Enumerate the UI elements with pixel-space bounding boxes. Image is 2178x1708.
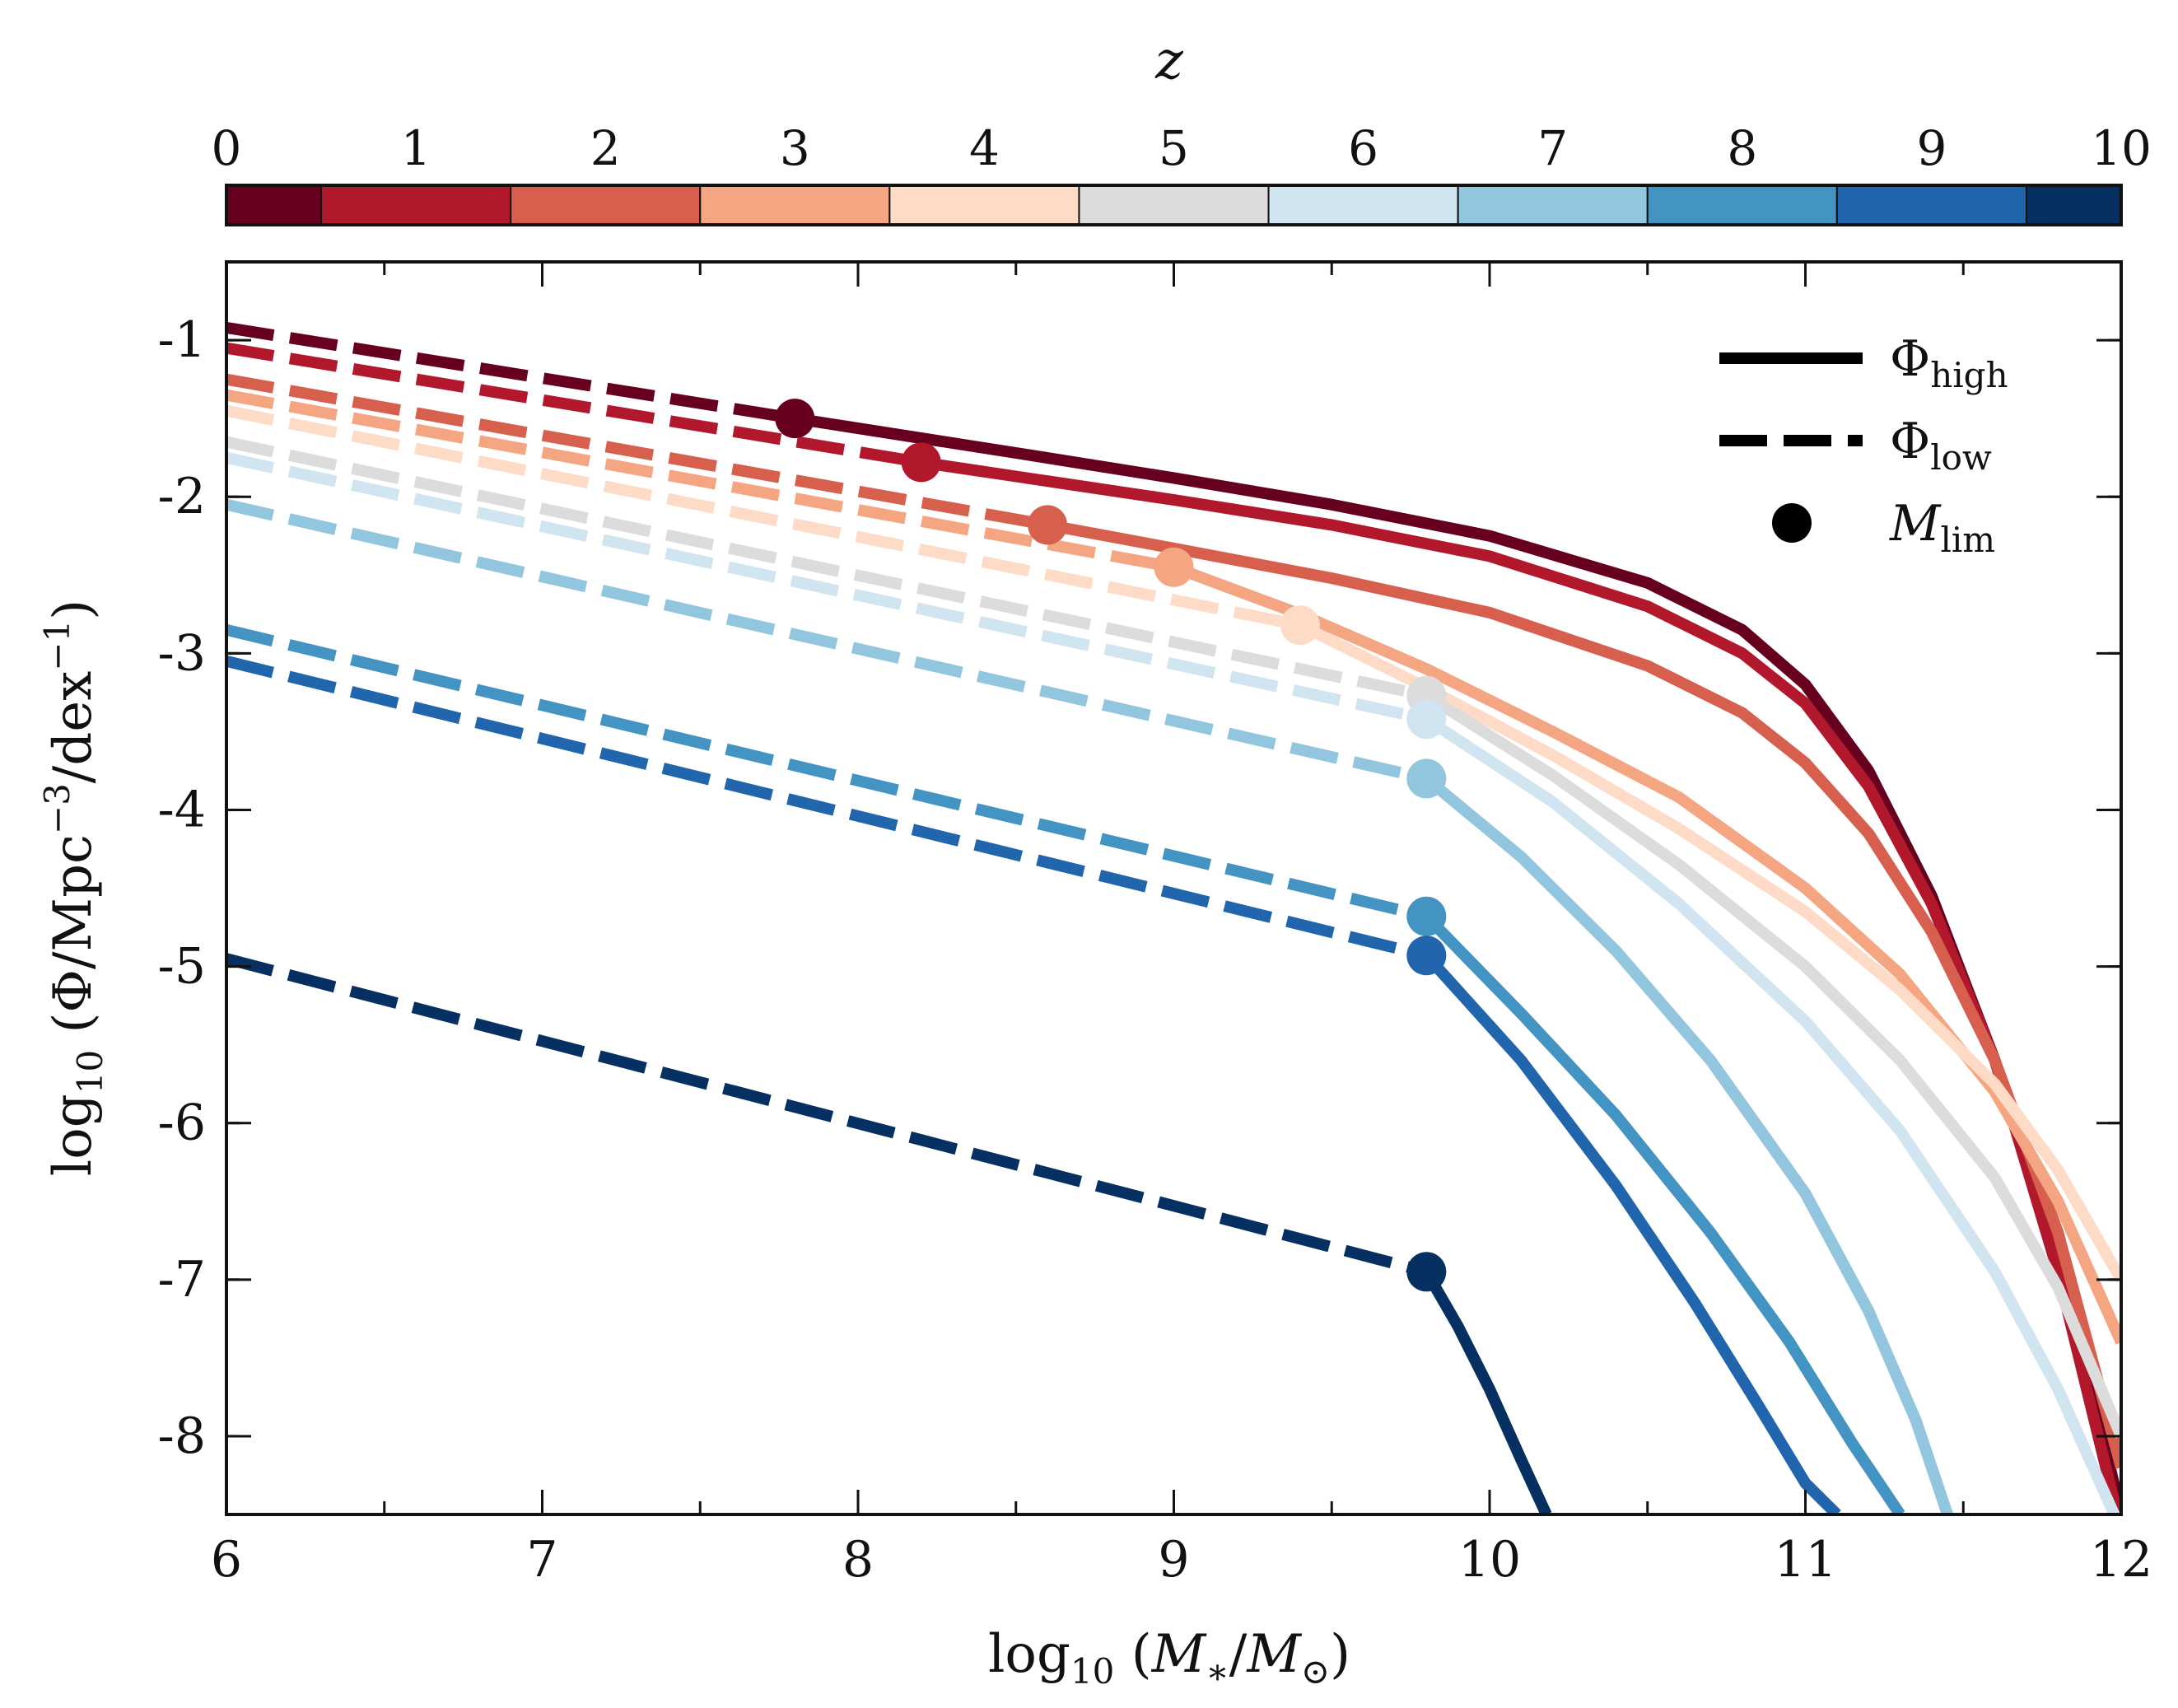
phi-low-line (226, 498, 1428, 785)
y-axis-title: log10 (Φ/Mpc−3/dex−1) (37, 600, 110, 1176)
phi-low-line (226, 389, 1175, 573)
legend-label-phi-low: Φlow (1890, 413, 1992, 478)
x-axis-title: log10 (M∗/M⊙) (988, 1624, 1350, 1692)
y-tick-label: -3 (158, 624, 206, 682)
colorbar: 0 1 2 3 4 5 6 7 8 9 10 (212, 120, 2152, 226)
series-z-5 (226, 436, 2121, 1439)
colorbar-tick-label: 6 (1348, 120, 1378, 176)
colorbar-segment (888, 184, 1080, 226)
y-tick-label: -1 (158, 311, 206, 369)
series-z-3 (226, 389, 2121, 1345)
x-tick-label: 6 (211, 1531, 242, 1589)
axis-ticks: 6 7 8 9 10 11 12 -1 -2 -3 -4 -5 -6 -7 -8 (158, 262, 2152, 1589)
y-tick-label: -4 (158, 781, 206, 838)
y-tick-label: -7 (158, 1251, 206, 1309)
phi-high-line (794, 413, 2121, 1514)
series-z-8 (226, 623, 1905, 1514)
colorbar-tick-label: 10 (2091, 120, 2152, 176)
m-lim-marker (901, 442, 941, 483)
x-tick-label: 10 (1458, 1531, 1521, 1589)
phi-high-line (1423, 714, 2121, 1514)
colorbar-tick-label: 2 (590, 120, 621, 176)
m-lim-marker (1406, 699, 1447, 740)
colorbar-tick-label: 9 (1916, 120, 1947, 176)
m-lim-marker (1406, 896, 1447, 936)
phi-high-line (1422, 951, 1841, 1514)
legend-label-m-lim: Mlim (1889, 495, 1995, 560)
phi-low-line (226, 342, 922, 469)
m-lim-marker (1280, 605, 1320, 646)
phi-high-line (1422, 774, 1953, 1514)
phi-high-line (1421, 1268, 1552, 1514)
series-z-10 (226, 953, 1552, 1514)
colorbar-segment (1078, 184, 1270, 226)
colorbar-segment (320, 184, 512, 226)
y-tick-label: -8 (158, 1407, 206, 1465)
y-tick-label: -5 (158, 938, 206, 996)
colorbar-segment (510, 184, 702, 226)
m-lim-marker (1406, 1252, 1447, 1292)
colorbar-tick-label: 1 (401, 120, 431, 176)
m-lim-marker (1154, 547, 1194, 587)
colorbar-frame (225, 184, 2123, 226)
phi-low-line (226, 404, 1302, 631)
colorbar-tick-label: 0 (212, 120, 242, 176)
colorbar-segment (1457, 184, 1649, 226)
phi-low-line (226, 623, 1428, 922)
phi-high-line (1422, 912, 1905, 1514)
x-tick-label: 12 (2090, 1531, 2152, 1589)
phi-high-line (1423, 690, 2121, 1439)
legend-label-phi-high: Φhigh (1890, 330, 2008, 395)
m-lim-marker (1406, 758, 1447, 799)
colorbar-segment (1835, 184, 2027, 226)
series-z-4 (226, 404, 2121, 1283)
phi-high-line (1297, 619, 2121, 1283)
colorbar-segment (226, 184, 323, 226)
colorbar-tick-label: 5 (1159, 120, 1189, 176)
series-z-9 (226, 656, 1841, 1514)
x-tick-label: 7 (526, 1531, 557, 1589)
marker-layer (775, 399, 1447, 1292)
x-tick-label: 11 (1774, 1531, 1836, 1589)
phi-low-line (226, 321, 796, 425)
phi-low-line (226, 436, 1428, 702)
colorbar-segment (1646, 184, 1838, 226)
m-lim-marker (1028, 505, 1068, 545)
phi-high-line (1172, 562, 2121, 1345)
series-layer (226, 321, 2121, 1514)
colorbar-tick-label: 8 (1727, 120, 1757, 176)
colorbar-tick-label: 7 (1537, 120, 1568, 176)
colorbar-tick-label: 4 (969, 120, 1000, 176)
legend: Φhigh Φlow Mlim (1719, 330, 2008, 560)
series-z-6 (226, 451, 2121, 1514)
legend-marker (1772, 503, 1812, 543)
x-tick-label: 9 (1158, 1531, 1189, 1589)
colorbar-segment (1267, 184, 1459, 226)
series-z-7 (226, 498, 1953, 1514)
colorbar-segment (699, 184, 891, 226)
y-tick-label: -6 (158, 1094, 206, 1152)
phi-low-line (226, 953, 1429, 1278)
colorbar-tick-label: 3 (780, 120, 810, 176)
phi-low-line (226, 373, 1049, 531)
phi-low-line (226, 451, 1428, 726)
x-tick-label: 8 (842, 1531, 874, 1589)
phi-low-line (226, 656, 1428, 962)
m-lim-marker (775, 399, 815, 439)
m-lim-marker (1406, 936, 1447, 976)
colorbar-segment (2025, 184, 2122, 226)
colorbar-label: z (1154, 30, 1184, 91)
y-tick-label: -2 (158, 468, 206, 525)
